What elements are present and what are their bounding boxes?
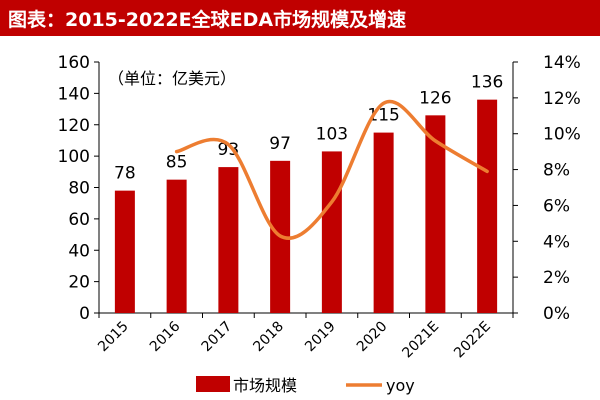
bar-data-label: 93 <box>218 140 240 160</box>
legend-swatch-bar <box>196 376 230 392</box>
unit-note: （单位：亿美元） <box>108 69 236 88</box>
y-left-tick-label: 140 <box>58 84 90 104</box>
chart-title: 图表：2015-2022E全球EDA市场规模及增速 <box>8 8 407 31</box>
bar-data-label: 136 <box>471 73 503 93</box>
bar <box>477 99 498 314</box>
y-left-tick-label: 160 <box>58 53 90 73</box>
bar <box>218 167 239 313</box>
y-left-tick-label: 40 <box>68 241 90 261</box>
y-left-tick-label: 60 <box>68 210 90 230</box>
x-tick-label: 2015 <box>95 319 132 356</box>
title-bar: 图表：2015-2022E全球EDA市场规模及增速 <box>0 0 600 36</box>
y-right-tick-label: 8% <box>543 161 570 181</box>
y-right-tick-label: 14% <box>543 53 581 73</box>
y-left-tick-label: 0 <box>79 304 90 324</box>
y-left-tick-label: 80 <box>68 179 90 199</box>
x-tick-label: 2021E <box>399 319 442 362</box>
bar-data-label: 85 <box>166 153 188 173</box>
bar-data-label: 103 <box>316 124 348 144</box>
x-tick-label: 2017 <box>199 319 236 356</box>
bar <box>114 190 135 313</box>
legend-label-bar: 市场规模 <box>233 376 297 395</box>
y-right-tick-label: 4% <box>543 232 570 252</box>
bar <box>373 132 394 313</box>
y-right-tick-label: 0% <box>543 304 570 324</box>
y-left-tick-label: 100 <box>58 147 90 167</box>
bar-data-label: 97 <box>269 134 291 154</box>
bar <box>425 115 446 314</box>
y-right-tick-label: 2% <box>543 268 570 288</box>
y-right-tick-label: 6% <box>543 196 570 216</box>
x-tick-label: 2019 <box>302 319 339 356</box>
y-left-tick-label: 20 <box>68 273 90 293</box>
yoy-line <box>174 99 489 240</box>
x-tick-label: 2018 <box>250 319 287 356</box>
bar-data-label: 78 <box>114 164 136 184</box>
x-tick-label: 2022E <box>451 319 494 362</box>
y-left-tick-label: 120 <box>58 116 90 136</box>
y-right-tick-label: 12% <box>543 89 581 109</box>
bar <box>321 151 342 313</box>
x-tick-label: 2020 <box>354 319 391 356</box>
bar <box>166 179 187 313</box>
x-tick-label: 2016 <box>147 318 184 355</box>
legend-label-line: yoy <box>386 376 415 395</box>
bar-data-label: 126 <box>419 88 451 108</box>
y-right-tick-label: 10% <box>543 125 581 145</box>
